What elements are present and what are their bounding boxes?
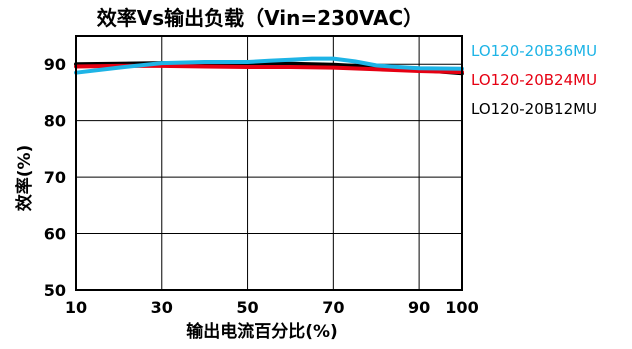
x-tick-label: 50 bbox=[236, 298, 258, 317]
x-tick-label: 30 bbox=[151, 298, 173, 317]
y-tick-label: 70 bbox=[44, 168, 66, 187]
grid bbox=[76, 36, 462, 290]
x-tick-label: 70 bbox=[322, 298, 344, 317]
legend-entry: LO120-20B36MU bbox=[471, 42, 597, 60]
series-lines bbox=[74, 56, 464, 76]
y-tick-label: 80 bbox=[44, 112, 66, 131]
plot-frame bbox=[75, 35, 463, 291]
legend: LO120-20B36MU LO120-20B24MU LO120-20B12MU bbox=[471, 42, 597, 118]
x-tick-labels: 10 30 50 70 90 100 bbox=[65, 298, 479, 317]
legend-entry: LO120-20B24MU bbox=[471, 71, 597, 89]
x-axis-label: 输出电流百分比(%) bbox=[186, 321, 338, 342]
y-tick-label: 90 bbox=[44, 55, 66, 74]
x-tick-label: 100 bbox=[445, 298, 478, 317]
y-tick-labels: 50 60 70 80 90 bbox=[44, 55, 66, 300]
chart-title: 效率Vs输出负载（Vin=230VAC） bbox=[97, 6, 423, 30]
legend-entry: LO120-20B12MU bbox=[471, 100, 597, 118]
y-tick-label: 60 bbox=[44, 225, 66, 244]
y-tick-label: 50 bbox=[44, 281, 66, 300]
series-line-LO120-20B36MU bbox=[74, 56, 464, 75]
y-axis-label: 效率(%) bbox=[14, 145, 35, 212]
x-tick-label: 10 bbox=[65, 298, 87, 317]
x-tick-label: 90 bbox=[408, 298, 430, 317]
